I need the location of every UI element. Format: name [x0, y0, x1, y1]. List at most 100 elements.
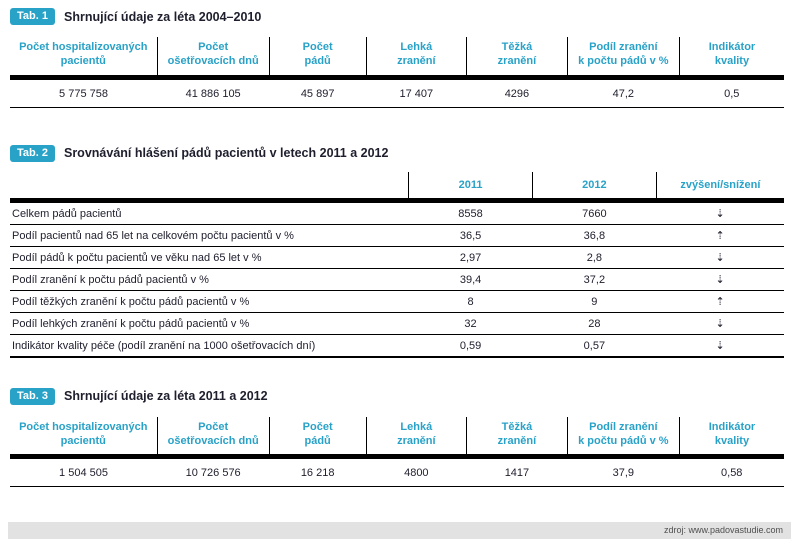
column-header-line: ošetřovacích dnů — [167, 434, 259, 447]
tab3-badge: Tab. 3 — [10, 387, 55, 405]
column-header-line: Podíl zranění — [589, 420, 658, 433]
tab3-header-row: Počet hospitalizovaných pacientů Počet oše… — [10, 416, 784, 460]
column-header-line: pacientů — [60, 434, 106, 447]
column-header: Počet ošetřovacích dnů — [157, 37, 270, 80]
column-header-line: pádů — [304, 434, 331, 447]
tab2-badge: Tab. 2 — [10, 144, 55, 162]
data-cell: 0,57 — [532, 334, 657, 358]
tab2-table: 2011 2012 zvýšení/snížení Celkem pádů pa… — [10, 171, 784, 358]
column-header: Těžká zranění — [466, 37, 568, 80]
column-header-line: kvality — [714, 434, 750, 447]
data-cell: 32 — [408, 312, 533, 335]
column-header: Indikátor kvality — [679, 37, 784, 80]
data-cell: 5 775 758 — [10, 77, 158, 108]
column-header-line: pádů — [304, 55, 331, 68]
column-header-empty — [10, 171, 410, 203]
table-row: 1 504 505 10 726 576 16 218 4800 1417 37… — [10, 456, 784, 488]
column-header-line: Lehká — [400, 420, 433, 433]
column-header-line: Počet hospitalizovaných — [19, 420, 148, 433]
data-cell: 37,9 — [567, 456, 680, 488]
column-header: Počet pádů — [269, 416, 367, 460]
data-cell: 10 726 576 — [157, 456, 270, 488]
trend-arrow-icon: ⇣ — [656, 268, 784, 291]
table-row: Celkem pádů pacientů 8558 7660 ⇣ — [10, 200, 784, 225]
table-row: Podíl lehkých zranění k počtu pádů pacie… — [10, 312, 784, 335]
data-cell: 1 504 505 — [10, 456, 158, 488]
row-label: Podíl pacientů nad 65 let na celkovém po… — [10, 224, 409, 247]
column-header: Lehká zranění — [366, 416, 468, 460]
column-header: Těžká zranění — [466, 416, 568, 460]
data-cell: 4800 — [366, 456, 467, 488]
table1-section: Tab. 1 Shrnující údaje za léta 2004–2010… — [10, 8, 784, 108]
table3-heading: Tab. 3 Shrnující údaje za léta 2011 a 20… — [10, 387, 784, 405]
table1-heading: Tab. 1 Shrnující údaje za léta 2004–2010 — [10, 8, 784, 25]
data-cell: 17 407 — [366, 77, 467, 108]
column-header-line: zranění — [497, 434, 537, 447]
data-cell: 37,2 — [532, 268, 657, 291]
table-row: Indikátor kvality péče (podíl zranění na… — [10, 334, 784, 358]
trend-arrow-icon: ⇡ — [656, 290, 784, 313]
trend-arrow-icon: ⇣ — [656, 312, 784, 335]
data-cell: 47,2 — [567, 77, 680, 108]
table3-section: Tab. 3 Shrnující údaje za léta 2011 a 20… — [10, 387, 784, 488]
data-cell: 28 — [532, 312, 657, 335]
data-cell: 39,4 — [408, 268, 533, 291]
trend-arrow-icon: ⇣ — [656, 334, 784, 358]
tab3-title: Shrnující údaje za léta 2011 a 2012 — [63, 389, 268, 404]
row-label: Indikátor kvality péče (podíl zranění na… — [10, 334, 409, 358]
table-row: Podíl těžkých zranění k počtu pádů pacie… — [10, 290, 784, 313]
data-cell: 8558 — [408, 200, 533, 225]
column-header-2012: 2012 — [532, 171, 657, 203]
data-cell: 36,5 — [408, 224, 533, 247]
row-label: Podíl těžkých zranění k počtu pádů pacie… — [10, 290, 409, 313]
column-header-line: Počet — [302, 420, 333, 433]
data-cell: 0,59 — [408, 334, 533, 358]
column-header: Podíl zranění k počtu pádů v % — [567, 416, 680, 460]
data-cell: 0,5 — [679, 77, 784, 108]
column-header-line: zranění — [397, 434, 436, 447]
table2-section: Tab. 2 Srovnávání hlášení pádů pacientů … — [10, 144, 784, 358]
column-header: Počet pádů — [269, 37, 367, 80]
column-header-line: Počet — [198, 420, 229, 433]
trend-arrow-icon: ⇡ — [656, 224, 784, 247]
column-header-line: Těžká — [501, 420, 533, 433]
column-header: Lehká zranění — [366, 37, 468, 80]
column-header-line: zranění — [497, 55, 537, 68]
column-header-line: ošetřovacích dnů — [167, 55, 259, 68]
data-cell: 36,8 — [532, 224, 657, 247]
data-cell: 8 — [408, 290, 533, 313]
tab2-header-row: 2011 2012 zvýšení/snížení — [10, 171, 784, 203]
row-label: Podíl zranění k počtu pádů pacientů v % — [10, 268, 409, 291]
column-header: Indikátor kvality — [679, 416, 784, 460]
source-note-text: zdroj: www.padovastudie.com — [663, 525, 783, 535]
row-label: Podíl lehkých zranění k počtu pádů pacie… — [10, 312, 409, 335]
data-cell: 9 — [532, 290, 657, 313]
column-header-trend: zvýšení/snížení — [656, 171, 784, 203]
row-label: Celkem pádů pacientů — [10, 200, 409, 225]
column-header-line: Počet hospitalizovaných — [19, 41, 148, 53]
data-cell: 2,97 — [408, 246, 533, 269]
column-header-line: kvality — [714, 55, 750, 68]
page: Tab. 1 Shrnující údaje za léta 2004–2010… — [10, 8, 784, 488]
data-cell: 16 218 — [269, 456, 367, 488]
data-cell: 0,58 — [679, 456, 784, 488]
data-cell: 2,8 — [532, 246, 657, 269]
column-header-line: Podíl zranění — [589, 41, 658, 53]
column-header-line: Počet — [302, 41, 333, 53]
data-cell: 45 897 — [269, 77, 367, 108]
data-cell: 1417 — [466, 456, 568, 488]
column-header: Podíl zranění k počtu pádů v % — [567, 37, 680, 80]
source-note: zdroj: www.padovastudie.com — [8, 522, 791, 539]
row-label: Podíl pádů k počtu pacientů ve věku nad … — [10, 246, 409, 269]
data-cell: 7660 — [532, 200, 657, 225]
tab1-table: Počet hospitalizovaných pacientů Počet oše… — [10, 37, 784, 108]
column-header: Počet ošetřovacích dnů — [157, 416, 270, 460]
trend-arrow-icon: ⇣ — [656, 246, 784, 269]
table-row: Podíl zranění k počtu pádů pacientů v % … — [10, 268, 784, 291]
column-header-line: Těžká — [501, 41, 533, 53]
column-header-line: Indikátor — [708, 420, 756, 433]
tab2-title: Srovnávání hlášení pádů pacientů v letec… — [63, 146, 389, 161]
column-header-line: Počet — [198, 41, 229, 53]
table-row: Podíl pacientů nad 65 let na celkovém po… — [10, 224, 784, 247]
column-header: Počet hospitalizovaných pacientů — [10, 416, 158, 460]
